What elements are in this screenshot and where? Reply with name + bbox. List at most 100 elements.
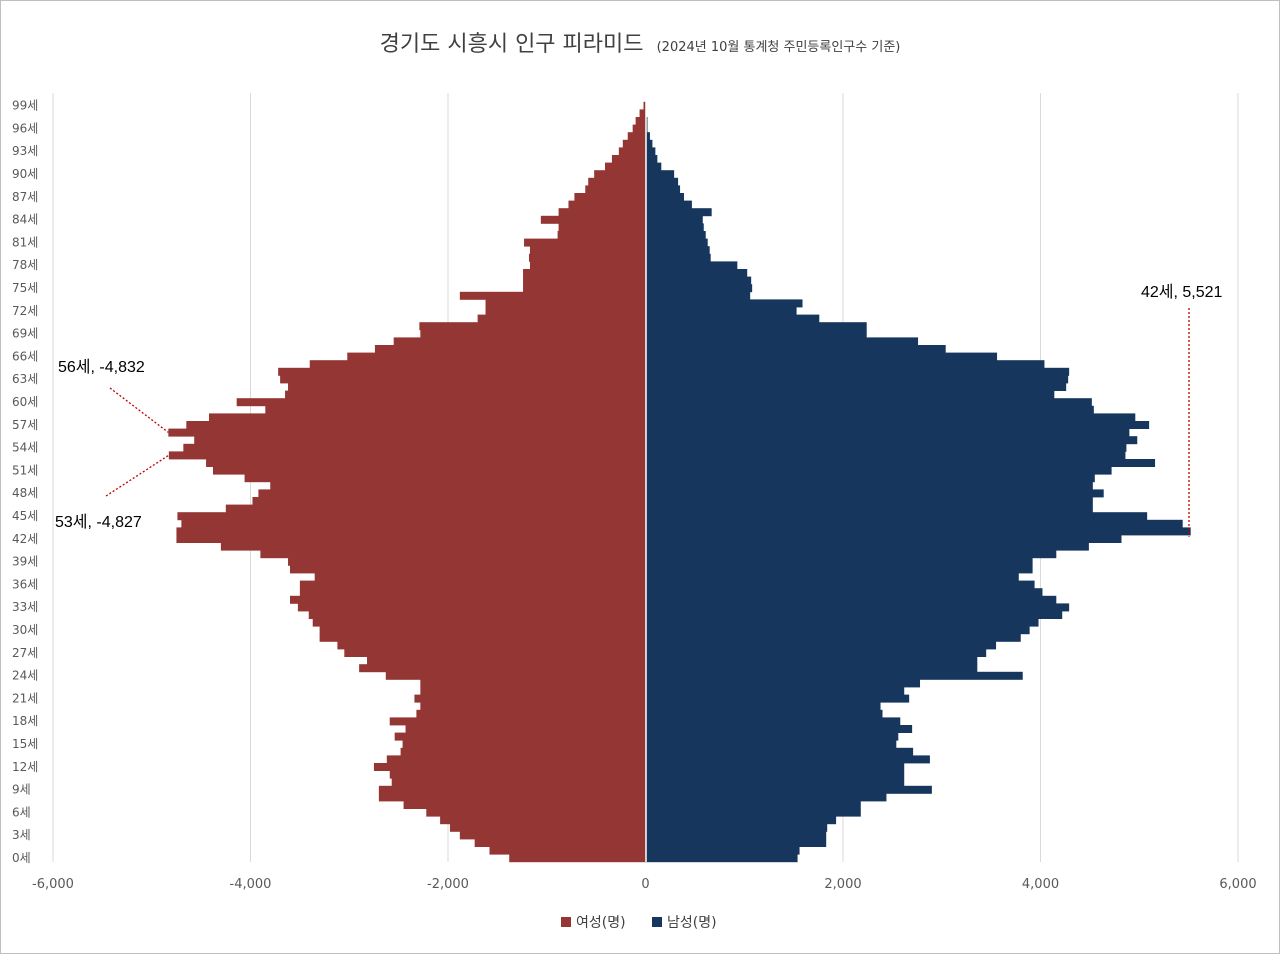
female-bar-age-1 [489,846,646,855]
male-bar-age-25 [645,664,978,673]
male-bar-age-0 [645,854,798,863]
female-bar-age-70 [419,322,646,331]
male-bar-age-82 [645,231,706,239]
annotation-label: 56세, -4,832 [58,358,145,376]
female-bar-age-76 [523,276,646,285]
male-bar-age-80 [645,246,710,255]
female-bar-age-69 [420,329,646,338]
male-bar-age-3 [645,831,827,840]
male-bar-age-26 [645,656,978,665]
y-tick-label-45: 45세 [12,509,38,523]
y-tick-label-99: 99세 [12,99,38,113]
legend-swatch-male [652,917,662,927]
female-bar-age-26 [367,656,646,665]
y-tick-label-90: 90세 [12,167,38,181]
male-bar-age-23 [645,679,921,688]
male-bar-age-78 [645,261,738,270]
female-bar-age-27 [344,649,646,657]
male-bar-age-61 [645,390,1055,399]
male-bar-age-60 [645,398,1092,407]
male-bar-age-29 [645,633,1021,642]
female-bar-age-66 [347,352,646,361]
male-bar-age-63 [645,375,1069,384]
female-bar-age-49 [270,481,646,490]
female-bar-age-93 [618,147,646,156]
y-tick-label-96: 96세 [12,121,38,135]
female-bar-age-65 [309,360,646,369]
male-bar-age-10 [645,778,905,787]
y-tick-label-57: 57세 [12,418,38,432]
male-bar-age-43 [645,527,1191,536]
female-bar-age-7 [403,801,646,809]
male-bar-age-30 [645,626,1030,635]
female-bar-age-87 [574,193,646,201]
male-bar-age-64 [645,367,1070,376]
y-tick-label-60: 60세 [12,395,38,409]
annotation-label: 53세, -4,827 [55,513,142,531]
male-bar-age-48 [645,489,1104,498]
male-bar-age-8 [645,793,887,802]
female-bar-age-20 [420,702,646,711]
female-bar-age-9 [378,785,646,794]
female-bar-age-74 [459,291,646,300]
female-bar-age-63 [280,375,646,384]
male-bar-age-79 [645,253,711,262]
y-tick-label-0: 0세 [12,851,31,865]
female-bar-age-95 [627,132,646,141]
male-bar-age-46 [645,504,1093,513]
x-tick-label: 2,000 [824,877,861,892]
female-bar-age-22 [420,687,646,695]
female-bar-age-23 [420,679,646,688]
female-bar-age-32 [308,611,646,619]
male-bar-age-47 [645,497,1093,505]
male-bar-age-18 [645,717,901,726]
y-tick-label-84: 84세 [12,213,38,227]
female-bar-age-75 [523,284,646,293]
male-bar-age-6 [645,808,861,817]
female-bar-age-80 [529,246,646,255]
y-tick-label-39: 39세 [12,555,38,569]
x-tick-label: 4,000 [1022,877,1059,892]
male-bar-age-28 [645,641,997,650]
female-bar-age-42 [176,535,646,543]
y-tick-label-42: 42세 [12,532,38,546]
chart-title-main: 경기도 시흥시 인구 피라미드 [379,32,644,57]
x-tick-label: -4,000 [230,877,272,892]
y-tick-label-81: 81세 [12,235,38,249]
y-tick-label-24: 24세 [12,669,38,683]
male-bar-age-88 [645,185,681,194]
female-bar-age-59 [265,405,646,414]
male-bar-age-93 [645,147,656,156]
female-bar-age-83 [558,223,646,232]
annotation-leader [105,454,170,497]
male-bar-age-34 [645,595,1057,604]
y-tick-label-51: 51세 [12,463,38,477]
female-bar-age-45 [177,512,646,521]
female-bar-age-97 [635,117,646,125]
female-bar-age-56 [168,428,646,437]
y-tick-label-30: 30세 [12,623,38,637]
y-tick-label-69: 69세 [12,327,38,341]
male-bar-age-67 [645,345,946,353]
x-tick-label: 0 [641,877,649,892]
female-bar-age-85 [558,208,646,217]
male-bar-age-27 [645,649,987,657]
female-bar-age-72 [485,307,646,315]
male-bar-age-35 [645,588,1043,597]
female-bar-age-25 [359,664,646,673]
female-bar-age-21 [414,694,646,703]
female-bar-age-47 [252,497,646,505]
male-bar-age-55 [645,436,1138,445]
y-tick-label-63: 63세 [12,372,38,386]
male-bar-age-77 [645,269,748,277]
female-bar-age-54 [183,443,646,452]
male-bar-age-39 [645,557,1033,566]
female-bar-age-73 [485,299,646,308]
y-tick-label-12: 12세 [12,760,38,774]
male-bar-age-4 [645,823,828,832]
male-bar-age-53 [645,451,1126,460]
female-bar-age-31 [312,618,646,627]
female-bar-age-98 [639,109,646,118]
male-bar-age-57 [645,421,1150,429]
female-bar-age-37 [314,573,646,581]
